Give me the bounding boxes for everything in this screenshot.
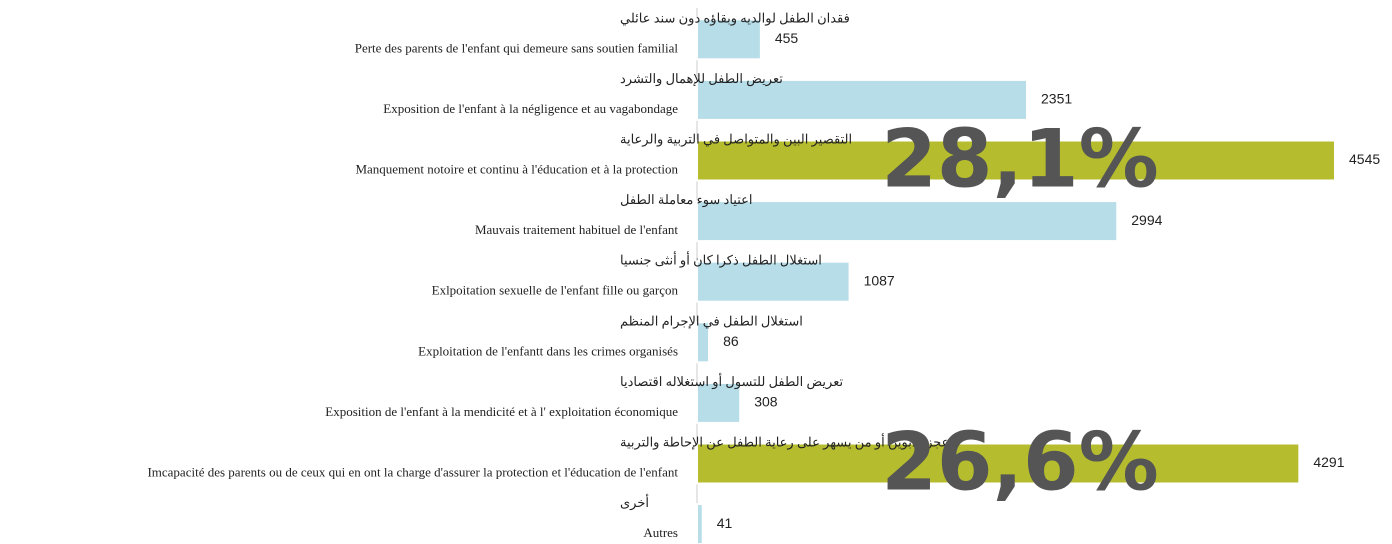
bar — [696, 78, 1029, 121]
category-label-ar: التقصير البين والمتواصل في التربية والرع… — [620, 131, 852, 147]
category-label-ar: استغلال الطفل ذكرا كان أو أنثى جنسيا — [620, 252, 822, 269]
bar — [696, 200, 1119, 243]
category-label-ar: تعريض الطفل للتسول أو استغلاله اقتصاديا — [620, 373, 843, 390]
annotation: 28,1% — [881, 112, 1159, 205]
category-label-fr: Exposition de l'enfant à la négligence e… — [383, 101, 678, 116]
category-label-ar: عجز الأبوين أو من يسهر على رعاية الطفل ع… — [620, 433, 949, 450]
category-label-fr: Exploitation de l'enfantt dans les crime… — [418, 343, 678, 358]
category-label-ar: تعريض الطفل للإهمال والتشرد — [620, 71, 783, 87]
value-label: 308 — [754, 394, 778, 410]
value-label: 41 — [717, 515, 733, 531]
value-label: 455 — [775, 30, 799, 46]
value-label: 4291 — [1313, 454, 1344, 470]
category-label-ar: استغلال الطفل في الإجرام المنظم — [620, 313, 803, 329]
bar — [696, 503, 704, 544]
category-label-ar: فقدان الطفل لوالديه وبقاؤه دون سند عائلي — [620, 10, 850, 26]
category-label-fr: Perte des parents de l'enfant qui demeur… — [355, 40, 679, 55]
category-label-ar: اعتياد سوء معاملة الطفل — [620, 192, 753, 208]
bar — [696, 260, 851, 303]
category-label-fr: Manquement notoire et continu à l'éducat… — [355, 161, 678, 176]
category-label-fr: Mauvais traitement habituel de l'enfant — [475, 222, 678, 237]
category-label-fr: Exlpoitation sexuelle de l'enfant fille … — [432, 283, 679, 298]
category-label-fr: Imcapacité des parents ou de ceux qui en… — [147, 464, 678, 479]
bar — [696, 139, 1336, 182]
value-label: 4545 — [1349, 151, 1380, 167]
value-label: 2994 — [1131, 212, 1162, 228]
category-label-fr: Exposition de l'enfant à la mendicité et… — [325, 404, 678, 419]
category-label-fr: Autres — [643, 525, 678, 540]
value-label: 86 — [723, 333, 739, 349]
annotation: 26,6% — [881, 415, 1159, 508]
bar — [696, 18, 762, 61]
bar — [696, 321, 711, 364]
value-label: 2351 — [1041, 91, 1072, 107]
bar — [696, 381, 742, 424]
bar — [696, 442, 1301, 485]
value-label: 1087 — [864, 272, 895, 288]
category-label-ar: أخرى — [620, 494, 649, 511]
